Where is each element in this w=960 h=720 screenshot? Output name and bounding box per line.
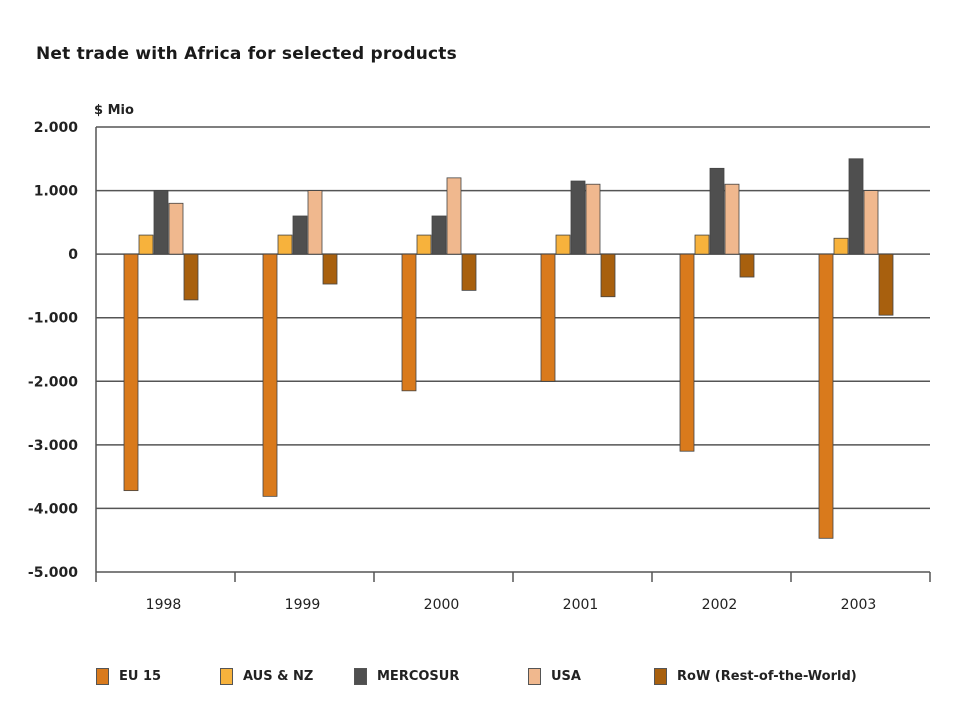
- bar: [123, 253, 139, 492]
- bar: [401, 253, 417, 392]
- legend-swatch: [354, 668, 367, 685]
- legend-label: RoW (Rest-of-the-World): [677, 669, 857, 684]
- bar: [416, 234, 432, 255]
- y-tick-label: -5.000: [28, 565, 78, 581]
- bar: [878, 253, 894, 316]
- category-label: 1999: [285, 597, 321, 613]
- bar: [585, 183, 601, 255]
- bar: [138, 234, 154, 255]
- legend-label: AUS & NZ: [243, 669, 314, 684]
- legend-label: EU 15: [119, 669, 162, 684]
- bar-chart: $ Mio 2.000 1.000 0 -1.000 -2.000 -3.000 -4.00…: [28, 103, 931, 613]
- bar: [694, 234, 710, 255]
- bar: [679, 253, 695, 452]
- legend-label: MERCOSUR: [377, 669, 460, 684]
- legend-item: MERCOSUR: [354, 668, 459, 685]
- category-label: 2001: [563, 597, 599, 613]
- bar: [540, 253, 556, 382]
- category-label: 2002: [702, 597, 738, 613]
- bar: [600, 253, 616, 298]
- bar: [153, 190, 169, 255]
- bars: [123, 158, 894, 539]
- y-tick-label: 1.000: [34, 184, 79, 200]
- legend-swatch: [220, 668, 233, 685]
- y-tick-label: -1.000: [28, 311, 78, 327]
- bar: [277, 234, 293, 255]
- grid-lines: [95, 126, 930, 573]
- category-label: 2000: [424, 597, 460, 613]
- bar: [833, 237, 849, 255]
- bar: [322, 253, 338, 285]
- bar: [724, 183, 740, 255]
- x-tick-marks: [95, 572, 931, 582]
- chart-title: Net trade with Africa for selected produ…: [36, 44, 457, 64]
- y-tick-label: -4.000: [28, 501, 78, 517]
- y-tick-label: -3.000: [28, 438, 78, 454]
- legend-label: USA: [551, 669, 581, 684]
- bar: [818, 253, 834, 539]
- y-tick-labels: 2.000 1.000 0 -1.000 -2.000 -3.000 -4.000 -5.00…: [28, 120, 78, 581]
- y-axis-label: $ Mio: [94, 103, 134, 118]
- bar: [183, 253, 199, 301]
- bar: [307, 190, 323, 255]
- y-tick-label: -2.000: [28, 374, 78, 390]
- bar: [262, 253, 278, 497]
- bar: [848, 158, 864, 255]
- legend-swatch: [528, 668, 541, 685]
- legend-item: RoW (Rest-of-the-World): [654, 668, 857, 685]
- bar: [709, 167, 725, 255]
- bar: [739, 253, 755, 278]
- category-label: 2003: [841, 597, 877, 613]
- legend-item: USA: [528, 668, 581, 685]
- bar: [555, 234, 571, 255]
- legend-item: AUS & NZ: [220, 668, 313, 685]
- legend: EU 15 AUS & NZ MERCOSUR USA RoW (Rest-of-the…: [96, 668, 936, 692]
- bar: [570, 180, 586, 255]
- bar: [168, 202, 184, 255]
- bar: [292, 215, 308, 255]
- category-labels: 1998 1999 2000 2001 2002 2003: [146, 597, 877, 613]
- legend-item: EU 15: [96, 668, 161, 685]
- legend-swatch: [96, 668, 109, 685]
- bar: [863, 190, 879, 255]
- category-label: 1998: [146, 597, 182, 613]
- y-tick-label: 2.000: [34, 120, 79, 136]
- bar: [446, 177, 462, 255]
- bar: [431, 215, 447, 255]
- bar: [461, 253, 477, 291]
- legend-swatch: [654, 668, 667, 685]
- y-tick-label: 0: [68, 247, 78, 263]
